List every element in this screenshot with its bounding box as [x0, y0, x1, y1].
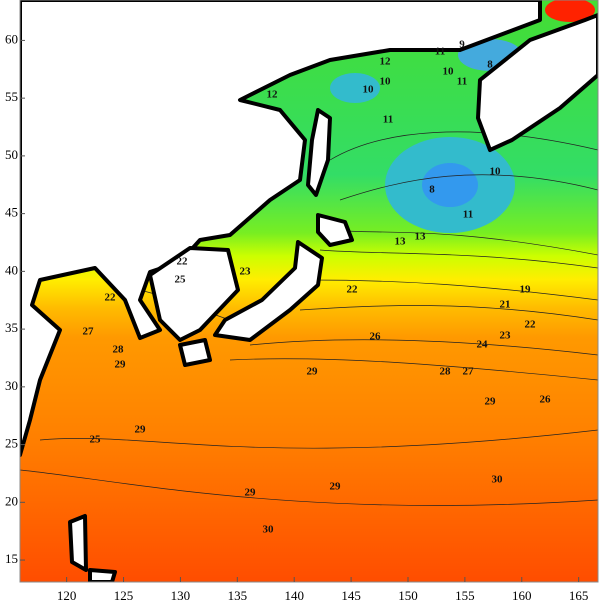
contour-label: 8 [429, 184, 435, 196]
frame [19, 0, 599, 583]
contour-label: 13 [415, 231, 427, 243]
x-tick-label: 140 [284, 588, 304, 603]
y-tick-label: 35 [5, 320, 18, 335]
y-tick-label: 60 [5, 31, 18, 46]
contour-label: 22 [347, 284, 359, 296]
x-tick-label: 130 [171, 588, 191, 603]
x-tick-label: 160 [512, 588, 532, 603]
contour-label: 30 [263, 524, 275, 536]
contour-label: 27 [463, 366, 475, 378]
contour-label: 29 [245, 487, 257, 499]
contour-label: 29 [115, 359, 127, 371]
contour-label: 10 [443, 66, 455, 78]
y-tick-label: 45 [5, 205, 18, 220]
x-tick-label: 125 [114, 588, 134, 603]
x-tick-label: 165 [569, 588, 589, 603]
contour-label: 24 [477, 339, 489, 351]
cold-pool [330, 73, 380, 103]
contour-label: 9 [459, 39, 465, 51]
contour-label: 26 [540, 394, 552, 406]
sakhalin [306, 108, 332, 197]
contour-label: 11 [463, 209, 473, 221]
y-tick-label: 50 [5, 147, 18, 162]
contour-label: 19 [520, 284, 532, 296]
y-tick-label: 15 [5, 551, 18, 566]
contour-label: 11 [435, 46, 445, 58]
japan [213, 240, 324, 342]
warm-spot [545, 0, 595, 22]
contour-label: 29 [307, 366, 319, 378]
y-tick-label: 30 [5, 378, 18, 393]
contour-label: 25 [175, 274, 187, 286]
x-tick-label: 145 [341, 588, 361, 603]
contour-label: 13 [395, 236, 407, 248]
x-tick-label: 120 [57, 588, 77, 603]
y-tick-label: 25 [5, 436, 18, 451]
contour-label: 12 [267, 89, 279, 101]
contour-label: 21 [500, 299, 511, 311]
contour-label: 28 [113, 344, 125, 356]
kamchatka [476, 13, 598, 152]
contour-label: 23 [240, 266, 252, 278]
y-tick-label: 20 [5, 493, 18, 508]
korea [148, 246, 240, 342]
contour-label: 22 [105, 292, 117, 304]
contour-label: 11 [383, 114, 393, 126]
contour-label: 12 [380, 56, 392, 68]
contour-label: 22 [177, 256, 189, 268]
contour-label: 27 [83, 326, 95, 338]
x-tick-label: 135 [228, 588, 248, 603]
x-tick-label: 150 [398, 588, 418, 603]
contour-label: 28 [440, 366, 452, 378]
y-tick-label: 55 [5, 89, 18, 104]
contour-label: 22 [525, 319, 537, 331]
cold-pool [422, 163, 478, 207]
contour-label: 29 [330, 481, 342, 493]
contour-label: 30 [492, 474, 504, 486]
contour-label: 10 [380, 76, 392, 88]
contour-label: 23 [500, 330, 512, 342]
contour-label: 29 [485, 396, 497, 408]
axes: 120 125 130 135 140 145 150 155 160 165 15 20 25 30 35… [5, 31, 588, 603]
kyushu [178, 338, 212, 367]
contour-label: 11 [457, 76, 467, 88]
contour-label: 10 [363, 84, 375, 96]
hokkaido [316, 213, 354, 247]
contour-label: 29 [135, 424, 147, 436]
contour-label: 25 [90, 434, 102, 446]
contour-labels: 1211910811101011108111313222223251921222… [83, 39, 552, 536]
taiwan [68, 514, 88, 572]
contour-label: 10 [490, 166, 502, 178]
luzon [88, 568, 117, 582]
contour-label: 8 [487, 59, 493, 71]
contour-label: 26 [370, 331, 382, 343]
map-body: 1211910811101011108111313222223251921222… [20, 0, 598, 582]
x-tick-label: 155 [455, 588, 475, 603]
y-tick-label: 40 [5, 262, 18, 277]
